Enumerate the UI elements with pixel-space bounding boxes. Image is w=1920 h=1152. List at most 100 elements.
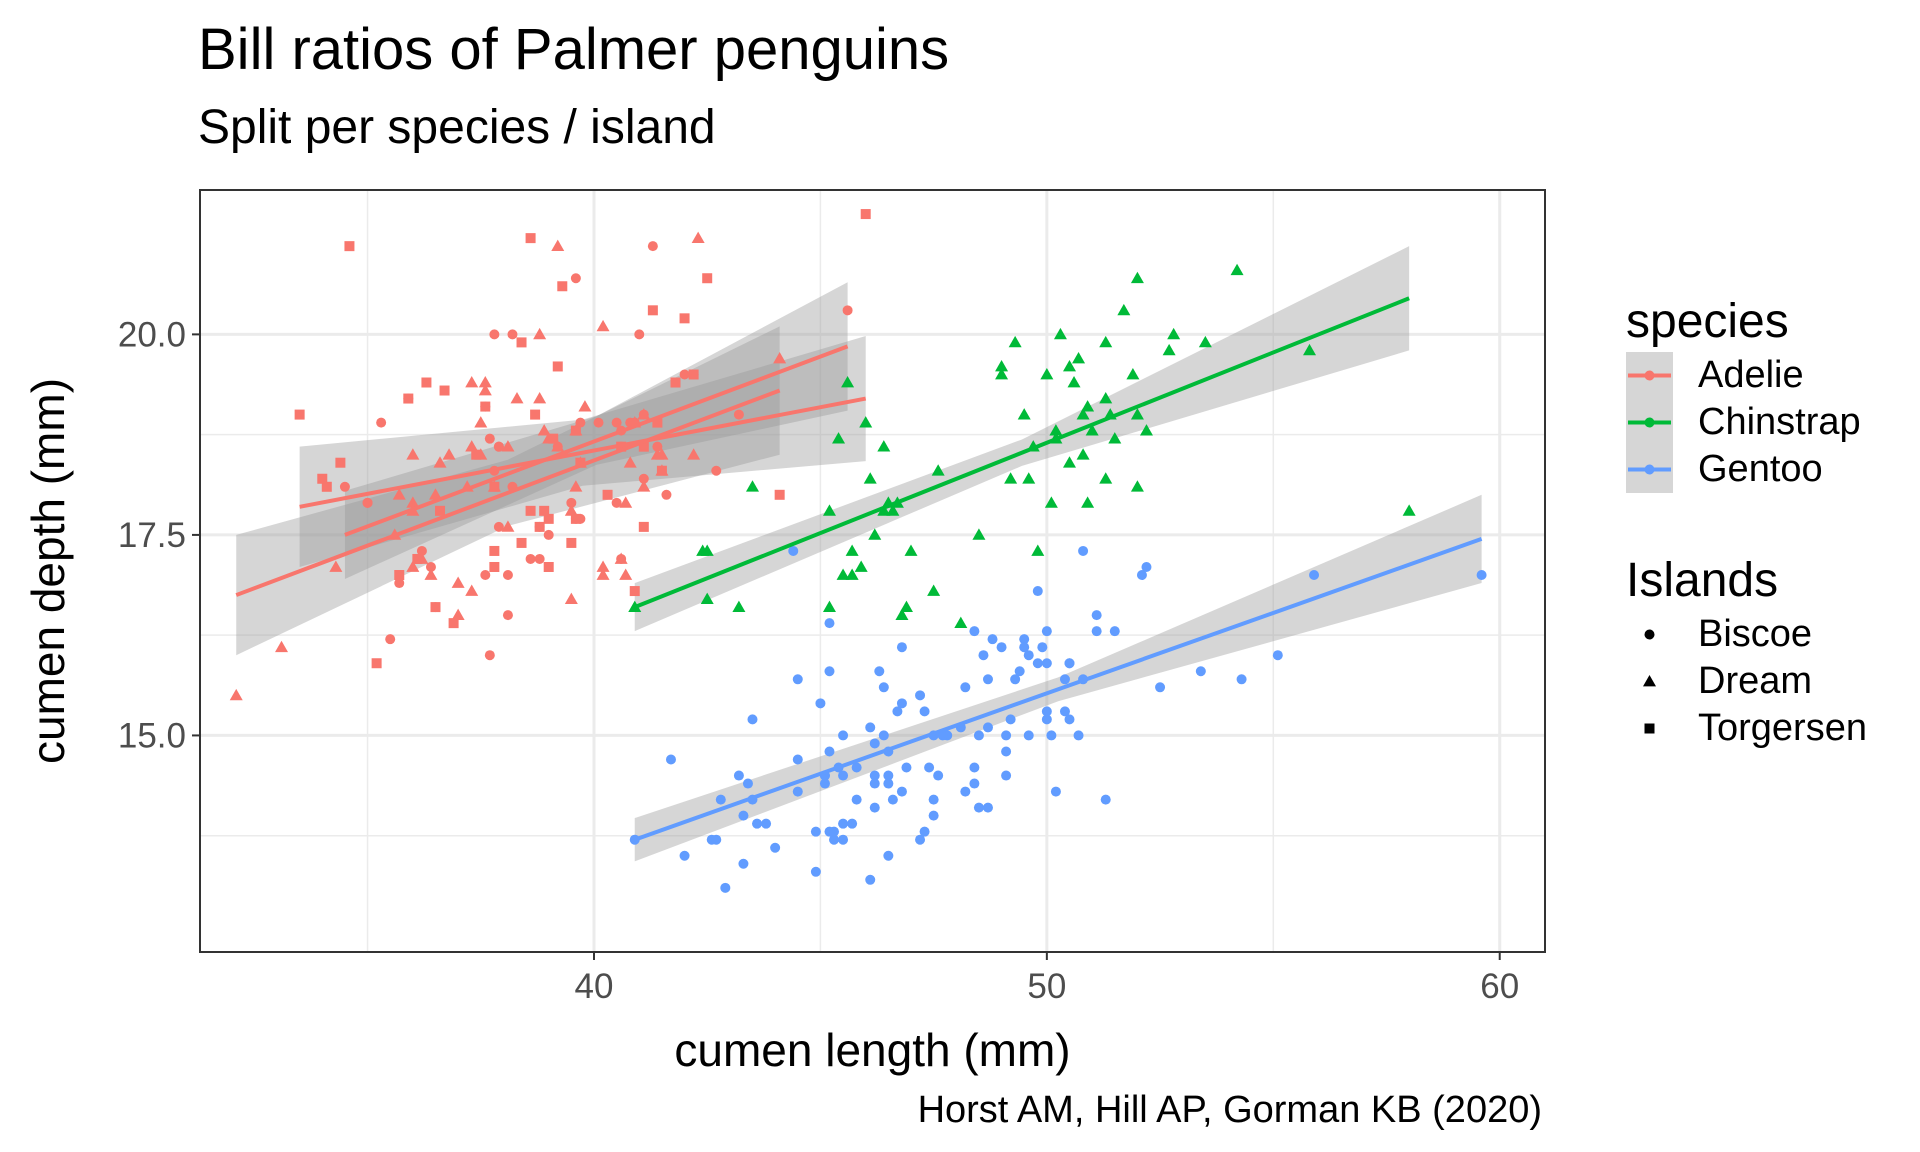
data-point-adelie-dream xyxy=(637,480,651,492)
data-point-adelie-biscoe xyxy=(480,401,491,412)
data-points xyxy=(229,209,1487,893)
data-point-gentoo-biscoe xyxy=(824,618,835,629)
data-point-gentoo-biscoe xyxy=(815,698,826,709)
data-point-gentoo-biscoe xyxy=(1023,730,1034,741)
data-point-gentoo-biscoe xyxy=(1059,706,1070,717)
data-point-adelie-dream xyxy=(619,496,633,508)
data-point-adelie-biscoe xyxy=(484,650,495,661)
fit-line-adelie-biscoe xyxy=(344,344,849,537)
data-point-chinstrap-dream xyxy=(1402,504,1416,516)
data-point-adelie-torgersen xyxy=(439,385,450,396)
data-point-gentoo-biscoe xyxy=(738,810,749,821)
legend-item-torgersen: Torgersen xyxy=(1626,705,1906,752)
data-point-adelie-torgersen xyxy=(435,505,446,516)
data-point-gentoo-biscoe xyxy=(996,642,1007,653)
legend-label-gentoo: Gentoo xyxy=(1698,448,1823,490)
data-point-gentoo-biscoe xyxy=(919,826,930,837)
data-point-gentoo-biscoe xyxy=(969,626,980,637)
data-point-adelie-biscoe xyxy=(376,417,387,428)
data-point-gentoo-biscoe xyxy=(883,770,894,781)
data-point-adelie-dream xyxy=(428,488,442,500)
x-tick-label: 50 xyxy=(1027,967,1066,1006)
legend-item-adelie: Adelie xyxy=(1626,352,1906,399)
data-point-chinstrap-dream xyxy=(1099,392,1113,404)
data-point-adelie-torgersen xyxy=(371,658,382,669)
data-point-gentoo-biscoe xyxy=(824,666,835,677)
data-point-gentoo-biscoe xyxy=(969,762,980,773)
data-point-gentoo-biscoe xyxy=(1195,666,1206,677)
data-point-adelie-dream xyxy=(596,568,610,580)
data-point-gentoo-biscoe xyxy=(982,722,993,733)
data-point-chinstrap-dream xyxy=(1053,327,1067,340)
data-point-adelie-torgersen xyxy=(679,313,690,324)
data-point-gentoo-biscoe xyxy=(869,738,880,749)
data-point-adelie-torgersen xyxy=(548,433,559,444)
data-point-chinstrap-dream xyxy=(845,544,859,556)
data-point-adelie-dream xyxy=(614,552,628,564)
data-point-adelie-torgersen xyxy=(516,537,527,548)
grid-lines xyxy=(200,190,1545,952)
data-point-chinstrap-dream xyxy=(1130,271,1144,284)
square-icon xyxy=(1626,705,1673,752)
data-point-gentoo-biscoe xyxy=(738,858,749,869)
data-point-chinstrap-dream xyxy=(1081,400,1095,412)
data-point-gentoo-biscoe xyxy=(742,778,753,789)
data-point-chinstrap-dream xyxy=(1099,472,1113,484)
data-point-gentoo-biscoe xyxy=(838,770,849,781)
data-point-adelie-torgersen xyxy=(471,449,482,460)
data-point-adelie-dream xyxy=(551,239,565,252)
plot-panel xyxy=(200,190,1545,952)
data-point-chinstrap-dream xyxy=(836,568,850,580)
data-point-gentoo-biscoe xyxy=(878,682,889,693)
data-point-chinstrap-dream xyxy=(1085,424,1099,436)
data-point-adelie-dream xyxy=(501,520,515,532)
data-point-gentoo-biscoe xyxy=(901,762,912,773)
chart-caption: Horst AM, Hill AP, Gorman KB (2020) xyxy=(917,1089,1542,1131)
data-point-chinstrap-dream xyxy=(859,416,873,428)
data-point-adelie-biscoe xyxy=(647,241,658,252)
data-point-adelie-torgersen xyxy=(774,489,785,500)
data-point-adelie-torgersen xyxy=(412,553,423,564)
data-point-adelie-torgersen xyxy=(335,457,346,468)
data-point-gentoo-biscoe xyxy=(1023,650,1034,661)
data-point-gentoo-biscoe xyxy=(1010,674,1021,685)
data-point-adelie-dream xyxy=(773,351,787,364)
data-point-adelie-biscoe xyxy=(638,473,649,484)
data-point-gentoo-biscoe xyxy=(883,850,894,861)
data-point-adelie-dream xyxy=(433,456,447,468)
data-point-adelie-dream xyxy=(392,488,406,500)
data-point-adelie-torgersen xyxy=(525,233,536,244)
data-point-adelie-torgersen xyxy=(525,505,536,516)
data-point-adelie-torgersen xyxy=(421,377,432,388)
data-point-adelie-biscoe xyxy=(711,465,722,476)
data-point-adelie-torgersen xyxy=(317,473,328,484)
data-point-gentoo-biscoe xyxy=(1001,730,1012,741)
data-point-adelie-torgersen xyxy=(294,409,305,420)
data-point-adelie-dream xyxy=(465,376,479,388)
data-point-gentoo-biscoe xyxy=(819,778,830,789)
data-point-adelie-biscoe xyxy=(842,305,853,316)
data-point-gentoo-biscoe xyxy=(720,882,731,893)
data-point-gentoo-biscoe xyxy=(847,818,858,829)
x-tick-label: 60 xyxy=(1480,967,1519,1006)
data-point-gentoo-biscoe xyxy=(1236,674,1247,685)
data-point-chinstrap-dream xyxy=(877,440,891,452)
data-point-gentoo-biscoe xyxy=(896,642,907,653)
data-point-gentoo-biscoe xyxy=(1019,634,1030,645)
data-point-gentoo-biscoe xyxy=(1064,714,1075,725)
data-point-gentoo-biscoe xyxy=(1091,610,1102,621)
data-point-gentoo-biscoe xyxy=(824,826,835,837)
data-point-gentoo-biscoe xyxy=(1005,714,1016,725)
data-point-chinstrap-dream xyxy=(1139,424,1153,436)
data-point-chinstrap-dream xyxy=(822,600,836,612)
data-point-chinstrap-dream xyxy=(845,568,859,580)
data-point-gentoo-biscoe xyxy=(869,778,880,789)
data-point-gentoo-biscoe xyxy=(982,674,993,685)
data-point-adelie-dream xyxy=(487,480,501,492)
data-point-gentoo-biscoe xyxy=(1064,658,1075,669)
data-point-chinstrap-dream xyxy=(1022,472,1036,484)
data-point-adelie-torgersen xyxy=(321,481,332,492)
data-point-chinstrap-dream xyxy=(863,472,877,484)
data-point-gentoo-biscoe xyxy=(810,826,821,837)
